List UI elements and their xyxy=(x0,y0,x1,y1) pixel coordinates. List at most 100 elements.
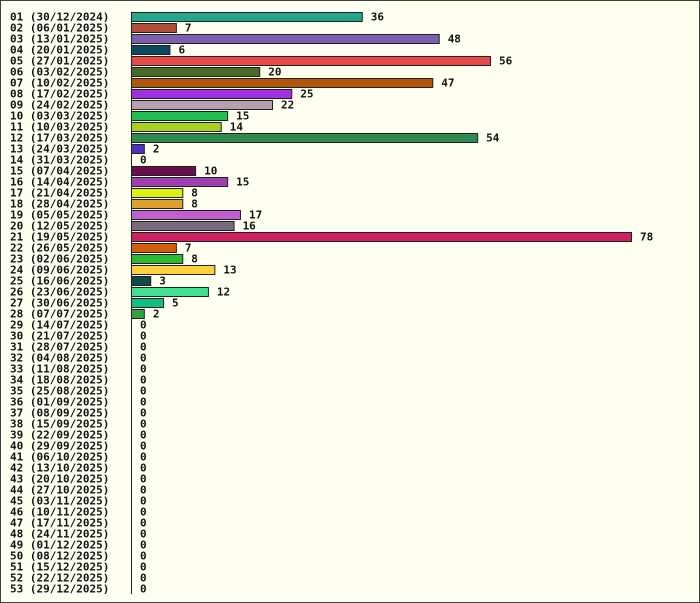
bar xyxy=(131,210,241,220)
value-label: 7 xyxy=(185,22,192,35)
value-label: 10 xyxy=(204,165,217,178)
value-label: 78 xyxy=(640,231,653,244)
category-label: 26 (23/06/2025) xyxy=(10,286,109,299)
category-label: 36 (01/09/2025) xyxy=(10,396,109,409)
value-label: 0 xyxy=(140,154,147,167)
category-label: 44 (27/10/2025) xyxy=(10,484,109,497)
value-label: 20 xyxy=(268,66,281,79)
category-label: 28 (07/07/2025) xyxy=(10,308,109,321)
category-label: 29 (14/07/2025) xyxy=(10,319,109,332)
category-label: 40 (29/09/2025) xyxy=(10,440,109,453)
value-label: 0 xyxy=(140,583,147,596)
category-label: 52 (22/12/2025) xyxy=(10,572,109,585)
category-label: 43 (20/10/2025) xyxy=(10,473,109,486)
bar xyxy=(131,188,184,198)
value-label: 0 xyxy=(140,506,147,519)
category-label: 41 (06/10/2025) xyxy=(10,451,109,464)
category-label: 51 (15/12/2025) xyxy=(10,561,109,574)
value-label: 5 xyxy=(172,297,179,310)
category-label: 31 (28/07/2025) xyxy=(10,341,109,354)
value-label: 7 xyxy=(185,242,192,255)
value-label: 6 xyxy=(178,44,185,57)
value-label: 25 xyxy=(300,88,313,101)
bar xyxy=(131,276,152,286)
bar xyxy=(131,243,177,253)
category-label: 11 (10/03/2025) xyxy=(10,121,109,134)
bar xyxy=(131,232,632,242)
bar xyxy=(131,298,165,308)
bar xyxy=(131,309,145,319)
category-label: 23 (02/06/2025) xyxy=(10,253,109,266)
value-label: 8 xyxy=(191,198,198,211)
category-label: 15 (07/04/2025) xyxy=(10,165,109,178)
category-label: 49 (01/12/2025) xyxy=(10,539,109,552)
category-label: 18 (28/04/2025) xyxy=(10,198,109,211)
bar xyxy=(131,56,491,66)
value-labels: 3674865620472522151454201015881716787813… xyxy=(140,11,653,596)
category-label: 08 (17/02/2025) xyxy=(10,88,109,101)
category-label: 34 (18/08/2025) xyxy=(10,374,109,387)
value-label: 12 xyxy=(217,286,230,299)
category-label: 30 (21/07/2025) xyxy=(10,330,109,343)
value-label: 48 xyxy=(448,33,461,46)
bar xyxy=(131,144,145,154)
value-label: 0 xyxy=(140,319,147,332)
bar xyxy=(131,166,197,176)
category-label: 06 (03/02/2025) xyxy=(10,66,109,79)
category-label: 21 (19/05/2025) xyxy=(10,231,109,244)
category-label: 20 (12/05/2025) xyxy=(10,220,109,233)
value-label: 22 xyxy=(281,99,294,112)
category-label: 45 (03/11/2025) xyxy=(10,495,109,508)
value-label: 0 xyxy=(140,330,147,343)
value-label: 2 xyxy=(153,308,160,321)
category-label: 22 (26/05/2025) xyxy=(10,242,109,255)
bar xyxy=(131,89,293,99)
value-label: 2 xyxy=(153,143,160,156)
category-label: 05 (27/01/2025) xyxy=(10,55,109,68)
value-label: 0 xyxy=(140,341,147,354)
bar xyxy=(131,254,184,264)
category-label: 07 (10/02/2025) xyxy=(10,77,109,90)
value-label: 36 xyxy=(371,11,385,24)
value-label: 56 xyxy=(499,55,513,68)
value-label: 0 xyxy=(140,352,147,365)
category-label: 48 (24/11/2025) xyxy=(10,528,109,541)
category-label: 09 (24/02/2025) xyxy=(10,99,109,112)
value-label: 0 xyxy=(140,484,147,497)
value-label: 15 xyxy=(236,176,249,189)
value-label: 16 xyxy=(243,220,257,233)
value-label: 0 xyxy=(140,528,147,541)
value-label: 0 xyxy=(140,418,147,431)
category-label: 10 (03/03/2025) xyxy=(10,110,109,123)
category-label: 16 (14/04/2025) xyxy=(10,176,109,189)
bar xyxy=(131,177,229,187)
category-label: 50 (08/12/2025) xyxy=(10,550,109,563)
value-label: 0 xyxy=(140,451,147,464)
value-label: 17 xyxy=(249,209,262,222)
bar xyxy=(131,100,274,110)
bar xyxy=(131,199,184,209)
category-label: 04 (20/01/2025) xyxy=(10,44,109,57)
bar xyxy=(131,45,171,55)
value-label: 0 xyxy=(140,550,147,563)
bar xyxy=(131,122,222,132)
value-label: 0 xyxy=(140,396,147,409)
value-label: 54 xyxy=(486,132,500,145)
category-label: 32 (04/08/2025) xyxy=(10,352,109,365)
category-label: 42 (13/10/2025) xyxy=(10,462,109,475)
bars xyxy=(131,12,632,319)
value-label: 8 xyxy=(191,253,198,266)
value-label: 0 xyxy=(140,495,147,508)
category-label: 14 (31/03/2025) xyxy=(10,154,109,167)
value-label: 0 xyxy=(140,363,147,376)
bar xyxy=(131,111,229,121)
category-labels: 01 (30/12/2024)02 (06/01/2025)03 (13/01/… xyxy=(10,11,109,596)
value-label: 13 xyxy=(223,264,236,277)
category-label: 12 (17/03/2025) xyxy=(10,132,109,145)
value-label: 47 xyxy=(441,77,454,90)
category-label: 53 (29/12/2025) xyxy=(10,583,109,596)
category-label: 47 (17/11/2025) xyxy=(10,517,109,530)
value-label: 0 xyxy=(140,539,147,552)
